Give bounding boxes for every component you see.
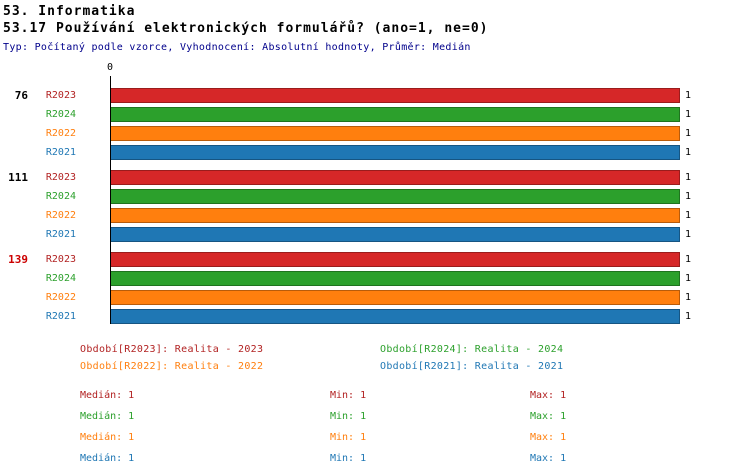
period-label: R2024 — [45, 109, 76, 120]
bar-row: R2024 1 — [0, 269, 750, 288]
bar-r2023 — [110, 88, 680, 103]
stat-median: Medián: 1 — [80, 411, 135, 422]
section-title: 53. Informatika — [3, 4, 136, 19]
bar-value-label: 1 — [685, 273, 692, 284]
chart-meta-line: Typ: Počítaný podle vzorce, Vyhodnocení:… — [3, 42, 471, 53]
period-label: R2024 — [45, 191, 76, 202]
bar-value-label: 1 — [685, 147, 692, 158]
bar-value-label: 1 — [685, 109, 692, 120]
stat-median: Medián: 1 — [80, 390, 135, 401]
bar-track — [110, 145, 680, 160]
period-label: R2022 — [45, 292, 76, 303]
bar-track — [110, 126, 680, 141]
bar-track — [110, 227, 680, 242]
bar-value-label: 1 — [685, 311, 692, 322]
bar-row: R2021 1 — [0, 143, 750, 162]
bar-track — [110, 189, 680, 204]
period-label: R2023 — [45, 172, 76, 183]
stat-median: Medián: 1 — [80, 432, 135, 443]
bar-r2024 — [110, 107, 680, 122]
bar-row: 111 R2023 1 — [0, 168, 750, 187]
group-id-label: 111 — [8, 171, 28, 184]
x-axis-origin-label: 0 — [106, 62, 114, 73]
legend-item-r2022: Období[R2022]: Realita - 2022 — [80, 361, 264, 372]
bar-r2022 — [110, 126, 680, 141]
stats-row-r2023: Medián: 1 Min: 1 Max: 1 — [0, 390, 750, 403]
bar-r2023 — [110, 170, 680, 185]
bar-value-label: 1 — [685, 210, 692, 221]
axis-line — [110, 76, 111, 324]
period-label: R2023 — [45, 90, 76, 101]
bar-value-label: 1 — [685, 172, 692, 183]
bar-value-label: 1 — [685, 254, 692, 265]
bar-track — [110, 271, 680, 286]
bar-row: 139 R2023 1 — [0, 250, 750, 269]
stat-min: Min: 1 — [330, 390, 367, 401]
bar-r2024 — [110, 189, 680, 204]
bar-track — [110, 290, 680, 305]
bar-group-76: 76 R2023 1 R2024 1 R2022 1 — [0, 86, 750, 162]
group-id-label: 139 — [8, 253, 28, 266]
bar-value-label: 1 — [685, 229, 692, 240]
bar-r2021 — [110, 309, 680, 324]
bar-r2022 — [110, 290, 680, 305]
bar-row: 76 R2023 1 — [0, 86, 750, 105]
group-id-label: 76 — [14, 89, 28, 102]
stats-row-r2022: Medián: 1 Min: 1 Max: 1 — [0, 432, 750, 445]
stat-max: Max: 1 — [530, 453, 567, 464]
bar-row: R2021 1 — [0, 307, 750, 326]
bar-row: R2021 1 — [0, 225, 750, 244]
stat-max: Max: 1 — [530, 411, 567, 422]
bar-track — [110, 170, 680, 185]
bar-r2022 — [110, 208, 680, 223]
bar-track — [110, 88, 680, 103]
bar-track — [110, 252, 680, 267]
bar-track — [110, 107, 680, 122]
bar-r2021 — [110, 145, 680, 160]
bar-value-label: 1 — [685, 90, 692, 101]
stat-min: Min: 1 — [330, 411, 367, 422]
bar-r2021 — [110, 227, 680, 242]
stat-max: Max: 1 — [530, 432, 567, 443]
bar-r2024 — [110, 271, 680, 286]
period-label: R2024 — [45, 273, 76, 284]
bar-group-139: 139 R2023 1 R2024 1 R2022 1 — [0, 250, 750, 326]
bar-value-label: 1 — [685, 191, 692, 202]
bar-track — [110, 309, 680, 324]
stat-max: Max: 1 — [530, 390, 567, 401]
legend-item-r2024: Období[R2024]: Realita - 2024 — [380, 344, 564, 355]
bar-group-111: 111 R2023 1 R2024 1 R2022 1 — [0, 168, 750, 244]
period-label: R2022 — [45, 210, 76, 221]
bar-row: R2024 1 — [0, 187, 750, 206]
bar-row: R2022 1 — [0, 206, 750, 225]
bar-row: R2022 1 — [0, 124, 750, 143]
legend-item-r2021: Období[R2021]: Realita - 2021 — [380, 361, 564, 372]
period-label: R2021 — [45, 229, 76, 240]
bar-row: R2024 1 — [0, 105, 750, 124]
bar-r2023 — [110, 252, 680, 267]
period-label: R2021 — [45, 147, 76, 158]
period-label: R2022 — [45, 128, 76, 139]
stats-row-r2021: Medián: 1 Min: 1 Max: 1 — [0, 453, 750, 466]
chart-title: 53.17 Používání elektronických formulářů… — [3, 21, 489, 36]
bar-track — [110, 208, 680, 223]
period-label: R2021 — [45, 311, 76, 322]
stats-row-r2024: Medián: 1 Min: 1 Max: 1 — [0, 411, 750, 424]
bar-value-label: 1 — [685, 128, 692, 139]
legend-item-r2023: Období[R2023]: Realita - 2023 — [80, 344, 264, 355]
bar-chart: 76 R2023 1 R2024 1 R2022 1 — [0, 86, 750, 332]
bar-row: R2022 1 — [0, 288, 750, 307]
period-label: R2023 — [45, 254, 76, 265]
bar-value-label: 1 — [685, 292, 692, 303]
stat-min: Min: 1 — [330, 432, 367, 443]
stat-min: Min: 1 — [330, 453, 367, 464]
stat-median: Medián: 1 — [80, 453, 135, 464]
